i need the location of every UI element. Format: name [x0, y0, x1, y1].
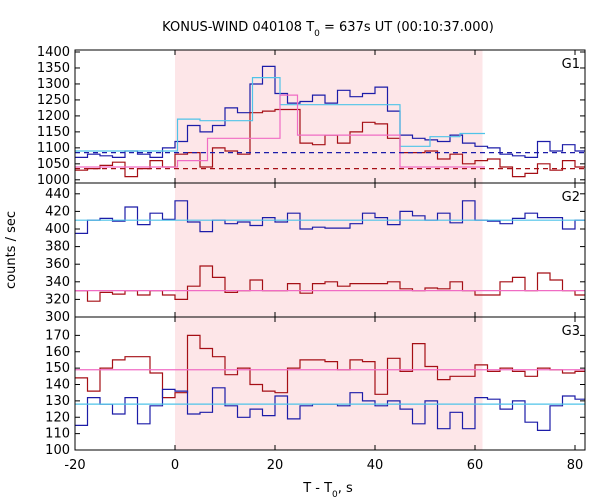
y-tick-label-G1: 1250: [37, 93, 70, 108]
y-tick-label-G3: 100: [45, 443, 70, 458]
x-tick-label: 40: [367, 458, 384, 473]
x-tick-label: 80: [567, 458, 584, 473]
shaded-interval: [175, 50, 483, 450]
chart-title: KONUS-WIND 040108 T0 = 637s UT (00:10:37…: [162, 20, 494, 39]
y-tick-label-G1: 1200: [37, 109, 70, 124]
series-G1-blue-step: [75, 65, 585, 158]
x-tick-label: 60: [467, 458, 484, 473]
panel-label-G1: G1: [562, 57, 580, 72]
x-tick-label: 0: [171, 458, 179, 473]
x-tick-label: 20: [267, 458, 284, 473]
series-G1-pink-step: [75, 94, 485, 168]
y-tick-label-G1: 1300: [37, 77, 70, 92]
series-G2-blue-step: [75, 200, 585, 234]
y-tick-label-G3: 160: [45, 345, 70, 360]
y-tick-label-G2: 400: [45, 222, 70, 237]
panel-label-G3: G3: [562, 324, 580, 339]
y-tick-label-G2: 420: [45, 204, 70, 219]
y-tick-label-G3: 110: [45, 427, 70, 442]
x-axis-title: T - T0, s: [302, 481, 353, 500]
series-G1-lightblue-step: [75, 77, 485, 152]
y-tick-label-G2: 440: [45, 187, 70, 202]
plot-area: 100010501100115012001250130013501400G130…: [37, 45, 586, 473]
y-tick-label-G3: 120: [45, 410, 70, 425]
y-tick-label-G3: 130: [45, 394, 70, 409]
y-tick-label-G1: 1400: [37, 45, 70, 60]
panel-frame-G3: [74, 316, 586, 451]
y-tick-label-G2: 320: [45, 292, 70, 307]
y-tick-label-G2: 300: [45, 310, 70, 325]
y-tick-label-G1: 1150: [37, 125, 70, 140]
panel-label-G2: G2: [562, 190, 580, 205]
y-axis-title: counts / sec: [4, 211, 19, 289]
y-tick-label-G1: 1000: [37, 173, 70, 188]
y-tick-label-G1: 1100: [37, 141, 70, 156]
y-tick-label-G2: 340: [45, 275, 70, 290]
y-tick-label-G3: 150: [45, 361, 70, 376]
y-tick-label-G1: 1350: [37, 61, 70, 76]
y-tick-label-G3: 140: [45, 378, 70, 393]
y-tick-label-G2: 360: [45, 257, 70, 272]
y-tick-label-G1: 1050: [37, 157, 70, 172]
x-tick-label: -20: [64, 458, 85, 473]
y-tick-label-G2: 380: [45, 240, 70, 255]
y-tick-label-G3: 170: [45, 328, 70, 343]
